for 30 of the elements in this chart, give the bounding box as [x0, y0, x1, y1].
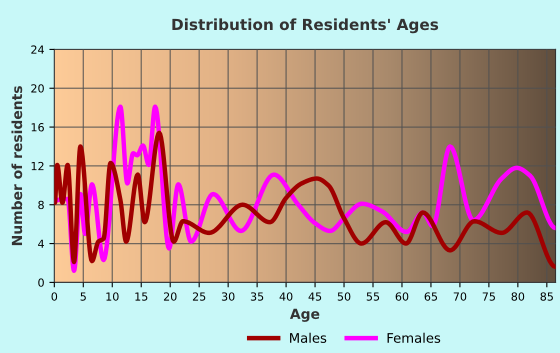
x-tick-label: 45: [308, 292, 322, 301]
y-axis-title: Number of residents: [11, 86, 22, 246]
x-tick-label: 10: [106, 292, 119, 301]
x-tick-label: 70: [454, 292, 466, 301]
x-tick-label: 20: [164, 292, 177, 301]
y-tick-label: 4: [38, 240, 44, 248]
x-tick-label: 30: [222, 292, 234, 301]
x-axis-title: Age: [290, 308, 320, 322]
x-tick-label: 25: [192, 292, 206, 301]
x-tick-label: 50: [338, 292, 350, 301]
x-tick-label: 55: [366, 292, 380, 301]
x-tick-label: 0: [52, 292, 58, 301]
x-tick-label: 40: [280, 292, 292, 301]
y-tick-label: 20: [31, 84, 44, 93]
y-tick-label: 16: [32, 123, 44, 132]
x-tick-label: 15: [135, 292, 148, 301]
x-tick-label: 5: [80, 292, 86, 301]
x-tick-label: 35: [250, 292, 264, 301]
y-tick-label: 0: [38, 278, 44, 287]
x-tick-label: 75: [482, 292, 495, 301]
x-tick-label: 85: [540, 292, 553, 301]
legend-label: Females: [388, 332, 440, 343]
y-tick-label: 24: [31, 45, 44, 54]
y-tick-label: 8: [38, 200, 44, 210]
x-tick-label: 80: [512, 292, 524, 301]
legend-label: Males: [290, 332, 326, 343]
chart-title: Distribution of Residents' Ages: [172, 18, 438, 34]
x-tick-label: 65: [424, 292, 438, 301]
x-tick-label: 60: [396, 292, 408, 301]
y-tick-label: 12: [32, 162, 44, 170]
